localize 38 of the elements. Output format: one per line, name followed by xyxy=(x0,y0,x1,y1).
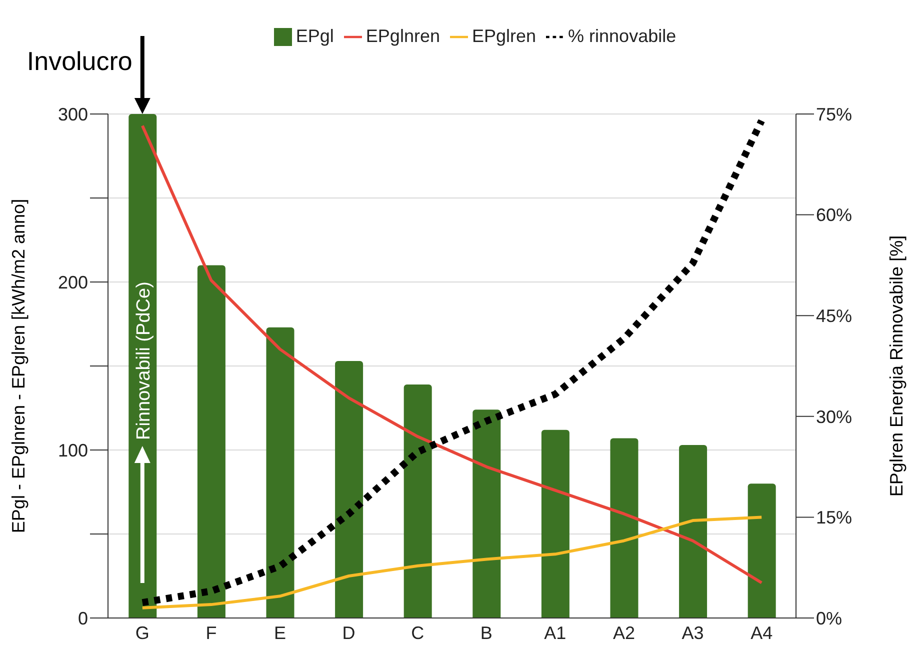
legend-label: EPgl xyxy=(296,26,334,46)
x-tick-label: B xyxy=(480,622,492,643)
bar xyxy=(610,438,638,618)
bar xyxy=(679,444,708,618)
bar xyxy=(541,430,570,618)
y2-tick-label: 30% xyxy=(816,406,852,427)
y2-tick-label: 15% xyxy=(816,508,852,528)
x-tick-label: A3 xyxy=(682,622,704,643)
y2-tick-label: 0% xyxy=(816,608,842,628)
y-tick-label: 100 xyxy=(58,440,88,460)
x-tick-label: A2 xyxy=(612,622,636,643)
bar xyxy=(335,360,364,618)
x-tick-label: G xyxy=(135,622,150,643)
annotation: Rinnovabili (PdCe) xyxy=(133,282,154,440)
y-tick-label: 0 xyxy=(78,608,88,628)
x-tick-label: E xyxy=(274,622,286,643)
legend-label: EPglnren xyxy=(366,26,440,46)
bar xyxy=(197,265,226,618)
legend-label: % rinnovabile xyxy=(568,26,676,46)
x-tick-label: F xyxy=(206,622,217,643)
y2-tick-label: 60% xyxy=(816,205,852,226)
y2-axis-title: EPglren Energia Rinnovabile [%] xyxy=(886,235,906,497)
x-tick-label: C xyxy=(411,622,424,643)
bar xyxy=(748,484,776,618)
y2-tick-label: 75% xyxy=(816,104,852,124)
legend-label: EPglren xyxy=(472,26,536,46)
y-axis-title: EPgl - EPglnren - EPglren [kWh/m2 anno] xyxy=(8,198,28,534)
y-tick-label: 300 xyxy=(58,104,88,124)
x-tick-label: D xyxy=(342,622,356,643)
bar xyxy=(404,384,432,618)
bar xyxy=(266,327,294,618)
y2-tick-label: 45% xyxy=(816,306,852,326)
bar xyxy=(472,410,501,618)
line-series xyxy=(140,516,764,610)
x-tick-label: A4 xyxy=(750,622,773,643)
annotation: Involucro xyxy=(26,46,132,76)
x-tick-label: A1 xyxy=(544,622,566,643)
y-tick-label: 200 xyxy=(58,272,88,292)
